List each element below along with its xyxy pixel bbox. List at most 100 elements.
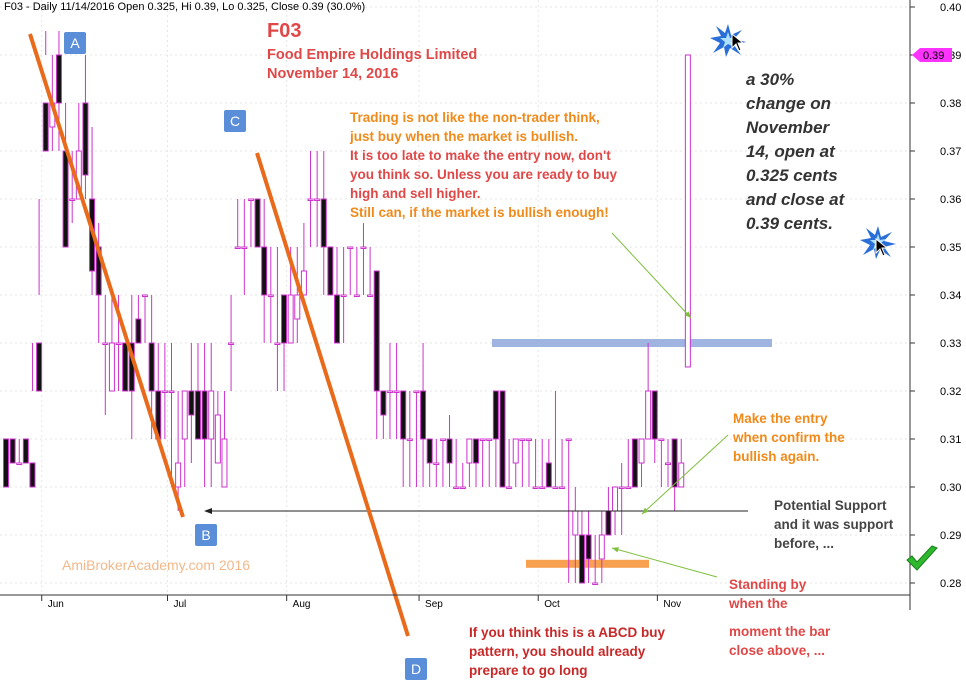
- candle-body: [307, 198, 314, 201]
- candle-body: [122, 342, 129, 392]
- candle-body: [320, 198, 327, 248]
- mouse-cursor-icon: [731, 33, 745, 52]
- candle-body: [334, 294, 340, 344]
- candle-body: [439, 438, 446, 441]
- candle-body: [353, 294, 360, 297]
- candle-body: [499, 390, 506, 488]
- candle-body: [148, 342, 155, 392]
- candle-body: [473, 438, 480, 464]
- candle-body: [340, 294, 347, 297]
- y-tick-label: 0.40: [940, 2, 961, 14]
- candle-body: [519, 438, 526, 441]
- candle-body: [486, 438, 493, 441]
- point-label-a: A: [64, 32, 86, 54]
- trendline-ab: [28, 33, 185, 518]
- candle-body: [314, 198, 321, 201]
- candle-body: [241, 246, 248, 249]
- candle-body: [194, 390, 201, 440]
- point-label-c: C: [224, 110, 246, 132]
- resistance-band: [492, 339, 772, 347]
- candle-body: [393, 390, 400, 393]
- candle-body: [208, 390, 215, 440]
- candle-body: [228, 342, 235, 345]
- candle-body: [261, 246, 268, 296]
- candle-body: [115, 342, 122, 345]
- change-annotation: a 30% change on November 14, open at 0.3…: [746, 70, 845, 233]
- candle-body: [631, 438, 638, 488]
- arrow-to-breakout-head: [684, 311, 691, 318]
- support-annotation: Potential Support and it was support bef…: [774, 498, 894, 551]
- candle-body: [188, 390, 195, 416]
- candle-body: [360, 246, 367, 249]
- candle-body: [665, 462, 671, 465]
- candle-body: [400, 390, 407, 440]
- candle-body: [168, 390, 175, 393]
- x-tick-label: Jul: [174, 599, 187, 610]
- last-price-label: 0.39: [923, 50, 944, 62]
- candle-body: [671, 438, 678, 488]
- candle-body: [82, 102, 89, 176]
- y-tick-label: 0.36: [940, 194, 961, 206]
- candle-body: [254, 198, 261, 248]
- y-tick-label: 0.34: [940, 290, 961, 302]
- y-tick-label: 0.29: [940, 530, 961, 542]
- candle-body: [274, 342, 281, 345]
- x-tick-label: Aug: [293, 599, 311, 610]
- candle-body: [545, 462, 552, 488]
- candle-body: [426, 438, 433, 464]
- candle-body: [3, 438, 9, 488]
- candle-body: [267, 294, 274, 297]
- x-tick-label: Nov: [663, 599, 681, 610]
- candle-body: [479, 438, 486, 441]
- candle-body: [525, 438, 532, 441]
- check-mark-icon: [906, 545, 938, 571]
- candle-body: [532, 486, 539, 489]
- candle-body: [247, 198, 254, 201]
- candle-body: [36, 342, 43, 392]
- x-tick-label: Sep: [425, 599, 443, 610]
- candle-body: [512, 438, 519, 464]
- candle-body: [142, 294, 149, 297]
- arrow-to-standing: [611, 547, 718, 578]
- candle-body: [605, 510, 612, 536]
- y-tick-label: 0.33: [940, 338, 961, 350]
- chart-date: November 14, 2016: [267, 66, 399, 82]
- last-price-tag: [912, 48, 952, 62]
- moment-annotation: moment the bar close above, ...: [729, 624, 831, 658]
- candle-body: [645, 390, 652, 440]
- candle-body: [22, 438, 29, 464]
- abcd-annotation: If you think this is a ABCD buy pattern,…: [469, 625, 666, 678]
- arrow-to-entry: [641, 434, 729, 515]
- candle-body: [565, 438, 572, 441]
- candle-body: [42, 102, 49, 152]
- candle-body: [539, 486, 546, 489]
- candle-body: [300, 270, 307, 296]
- candle-body: [386, 390, 393, 393]
- candle-body: [62, 150, 69, 248]
- candle-body: [420, 390, 427, 440]
- candle-body: [578, 534, 585, 584]
- candle-body: [69, 198, 76, 201]
- candle-body: [459, 486, 466, 489]
- candle-body: [108, 342, 115, 392]
- candle-body: [161, 390, 168, 393]
- candle-body: [453, 486, 460, 489]
- company-name: Food Empire Holdings Limited: [267, 47, 478, 63]
- x-tick-label: Jun: [48, 599, 64, 610]
- trendline-cd: [255, 152, 410, 637]
- arrow-to-breakout: [611, 232, 692, 319]
- candle-body: [281, 294, 288, 344]
- candle-body: [552, 486, 559, 489]
- y-tick-label: 0.37: [940, 146, 961, 158]
- candle-body: [55, 54, 62, 104]
- candle-body: [373, 270, 380, 392]
- candle-body: [16, 462, 23, 465]
- candle-body: [406, 438, 413, 441]
- point-label-d: D: [405, 658, 427, 680]
- candle-body: [201, 390, 208, 440]
- candle-body: [585, 534, 592, 560]
- candle-body: [234, 246, 241, 249]
- candle-body: [466, 438, 473, 464]
- arrow-to-standing-head: [612, 547, 619, 553]
